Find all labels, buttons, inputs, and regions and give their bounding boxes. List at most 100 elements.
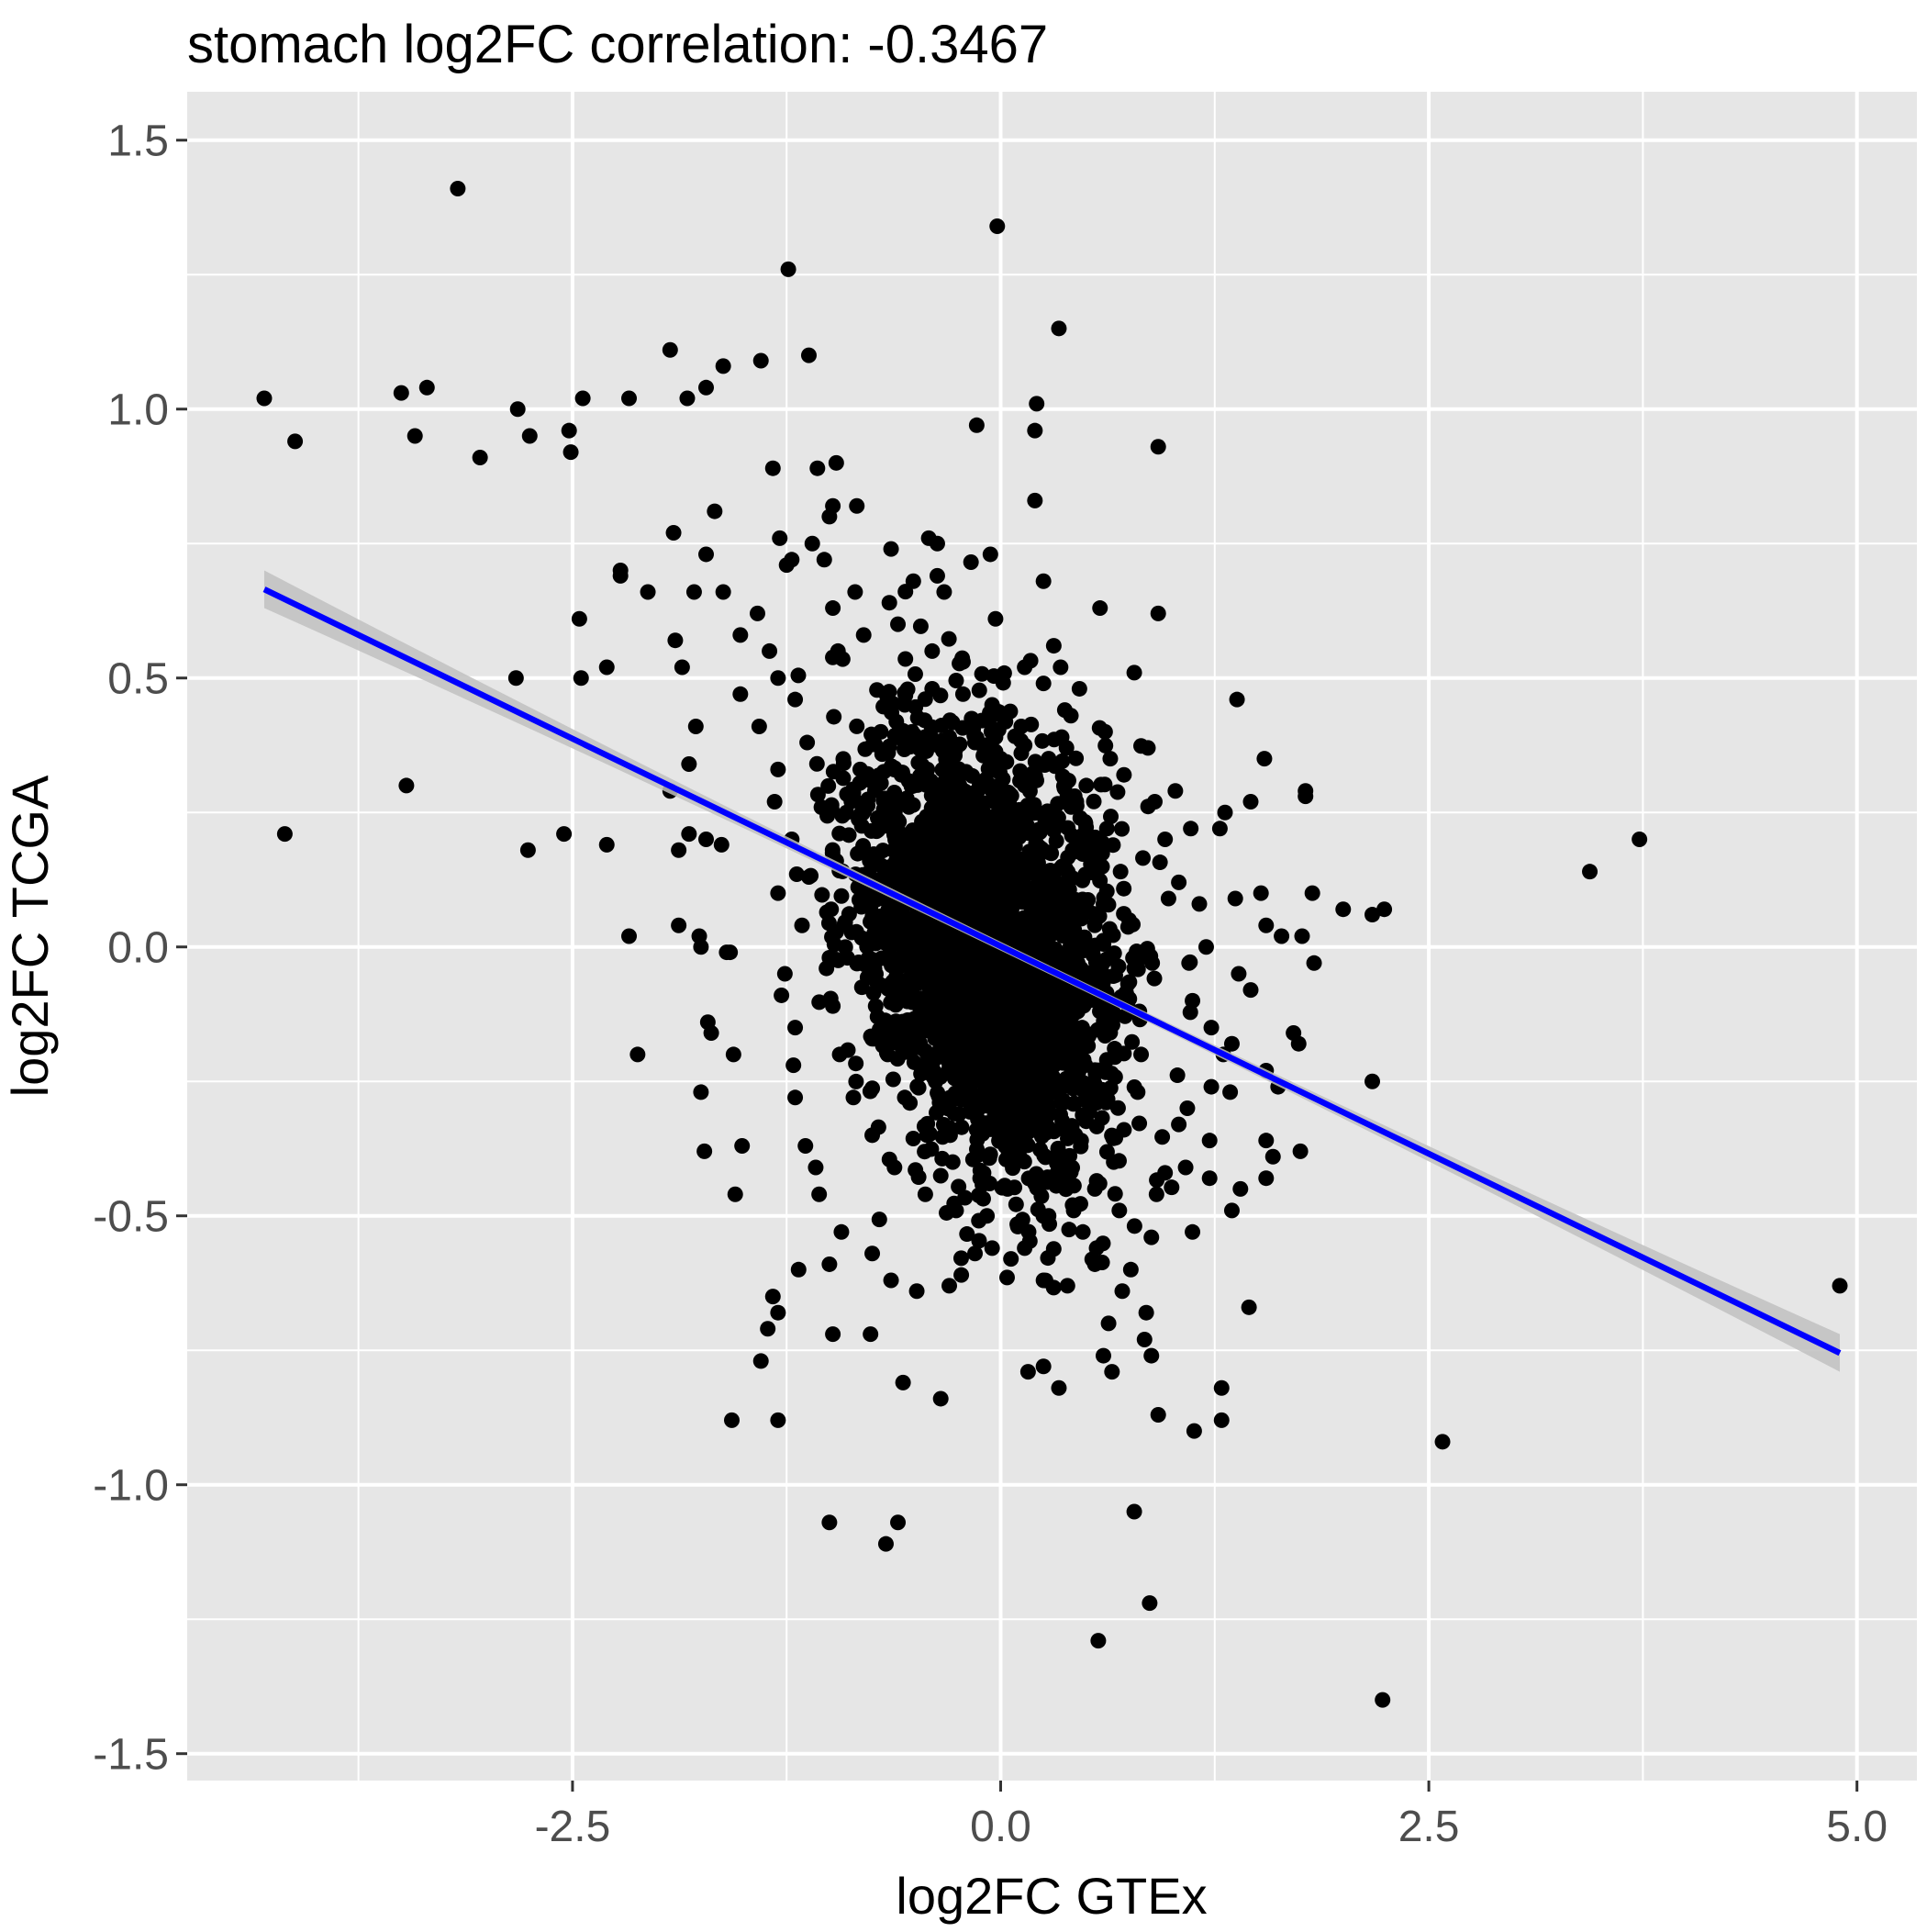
data-point <box>1150 439 1166 455</box>
data-point <box>820 777 837 794</box>
data-point <box>770 885 786 901</box>
data-point <box>891 793 908 810</box>
data-point <box>1051 1379 1067 1396</box>
data-point <box>967 1245 984 1262</box>
data-point <box>1103 1066 1119 1082</box>
data-point <box>889 1033 906 1050</box>
data-point <box>1095 1235 1111 1252</box>
data-point <box>966 1071 983 1088</box>
data-point <box>914 1003 930 1020</box>
data-point <box>1197 939 1214 955</box>
data-point <box>1110 958 1127 975</box>
data-point <box>671 842 687 858</box>
data-point <box>621 390 638 407</box>
data-point <box>974 665 990 682</box>
data-point <box>919 743 935 759</box>
data-point <box>855 627 872 643</box>
data-point <box>764 1289 781 1305</box>
data-point <box>968 797 985 813</box>
data-point <box>935 1117 952 1134</box>
data-point <box>1160 890 1176 907</box>
data-point <box>1217 804 1233 821</box>
data-point <box>1114 821 1131 837</box>
data-point <box>1223 1035 1240 1052</box>
data-point <box>1092 600 1108 617</box>
data-point <box>915 966 931 983</box>
data-point <box>1241 1299 1257 1315</box>
data-point <box>954 783 971 799</box>
data-point <box>905 1130 921 1146</box>
data-point <box>948 672 964 688</box>
data-point <box>894 921 910 937</box>
data-point <box>1183 821 1199 837</box>
data-point <box>897 957 913 974</box>
x-tick-label: -2.5 <box>535 1803 611 1851</box>
data-point <box>1146 970 1163 987</box>
data-point <box>910 1079 927 1096</box>
data-point <box>845 1089 862 1106</box>
data-point <box>941 1278 958 1294</box>
data-point <box>975 1056 992 1073</box>
data-point <box>997 1178 1013 1194</box>
data-point <box>825 1326 841 1343</box>
data-point <box>809 460 826 476</box>
data-point <box>1104 1127 1120 1144</box>
data-point <box>936 584 952 600</box>
data-point <box>868 823 885 840</box>
data-point <box>681 826 697 843</box>
data-point <box>760 1321 776 1337</box>
data-point <box>1149 1172 1165 1189</box>
data-point <box>1434 1434 1451 1450</box>
y-tick-label: 0.0 <box>107 924 169 973</box>
data-point <box>1007 1049 1023 1066</box>
data-point <box>685 584 702 600</box>
data-point <box>776 966 793 982</box>
data-point <box>563 444 579 461</box>
data-point <box>886 762 903 778</box>
data-point <box>975 1190 991 1207</box>
data-point <box>950 944 966 960</box>
data-point <box>1021 821 1038 838</box>
data-point <box>667 632 684 649</box>
data-point <box>1008 1196 1024 1212</box>
data-point <box>1035 676 1052 692</box>
data-point <box>811 994 828 1011</box>
data-point <box>1375 1692 1391 1708</box>
data-point <box>276 826 293 843</box>
data-point <box>752 1353 769 1369</box>
data-point <box>1095 1347 1111 1364</box>
data-point <box>725 1046 741 1063</box>
data-point <box>1090 1633 1107 1649</box>
data-point <box>825 600 841 617</box>
data-point <box>1290 1035 1307 1052</box>
data-point <box>698 379 714 396</box>
data-point <box>890 988 907 1005</box>
data-point <box>1582 864 1598 880</box>
data-point <box>951 903 967 920</box>
data-point <box>1182 954 1198 970</box>
data-point <box>1088 1118 1105 1134</box>
data-point <box>952 850 969 866</box>
data-point <box>640 584 656 600</box>
data-point <box>986 1015 1003 1032</box>
data-point <box>574 390 591 407</box>
data-point <box>612 567 629 584</box>
data-point <box>774 987 790 1003</box>
data-point <box>1136 1331 1153 1347</box>
data-point <box>1213 1412 1230 1428</box>
data-point <box>982 546 998 563</box>
data-point <box>991 1133 1008 1149</box>
data-point <box>1150 1407 1166 1424</box>
data-point <box>897 584 914 600</box>
data-point <box>398 777 415 794</box>
data-point <box>1035 573 1052 589</box>
data-point <box>1019 1137 1035 1154</box>
data-point <box>972 1008 988 1024</box>
data-point <box>874 843 891 859</box>
data-point <box>1053 860 1069 877</box>
data-point <box>972 1162 988 1178</box>
data-point <box>674 659 690 676</box>
data-point <box>946 964 963 980</box>
data-point <box>1021 1233 1038 1249</box>
data-point <box>877 1012 894 1029</box>
